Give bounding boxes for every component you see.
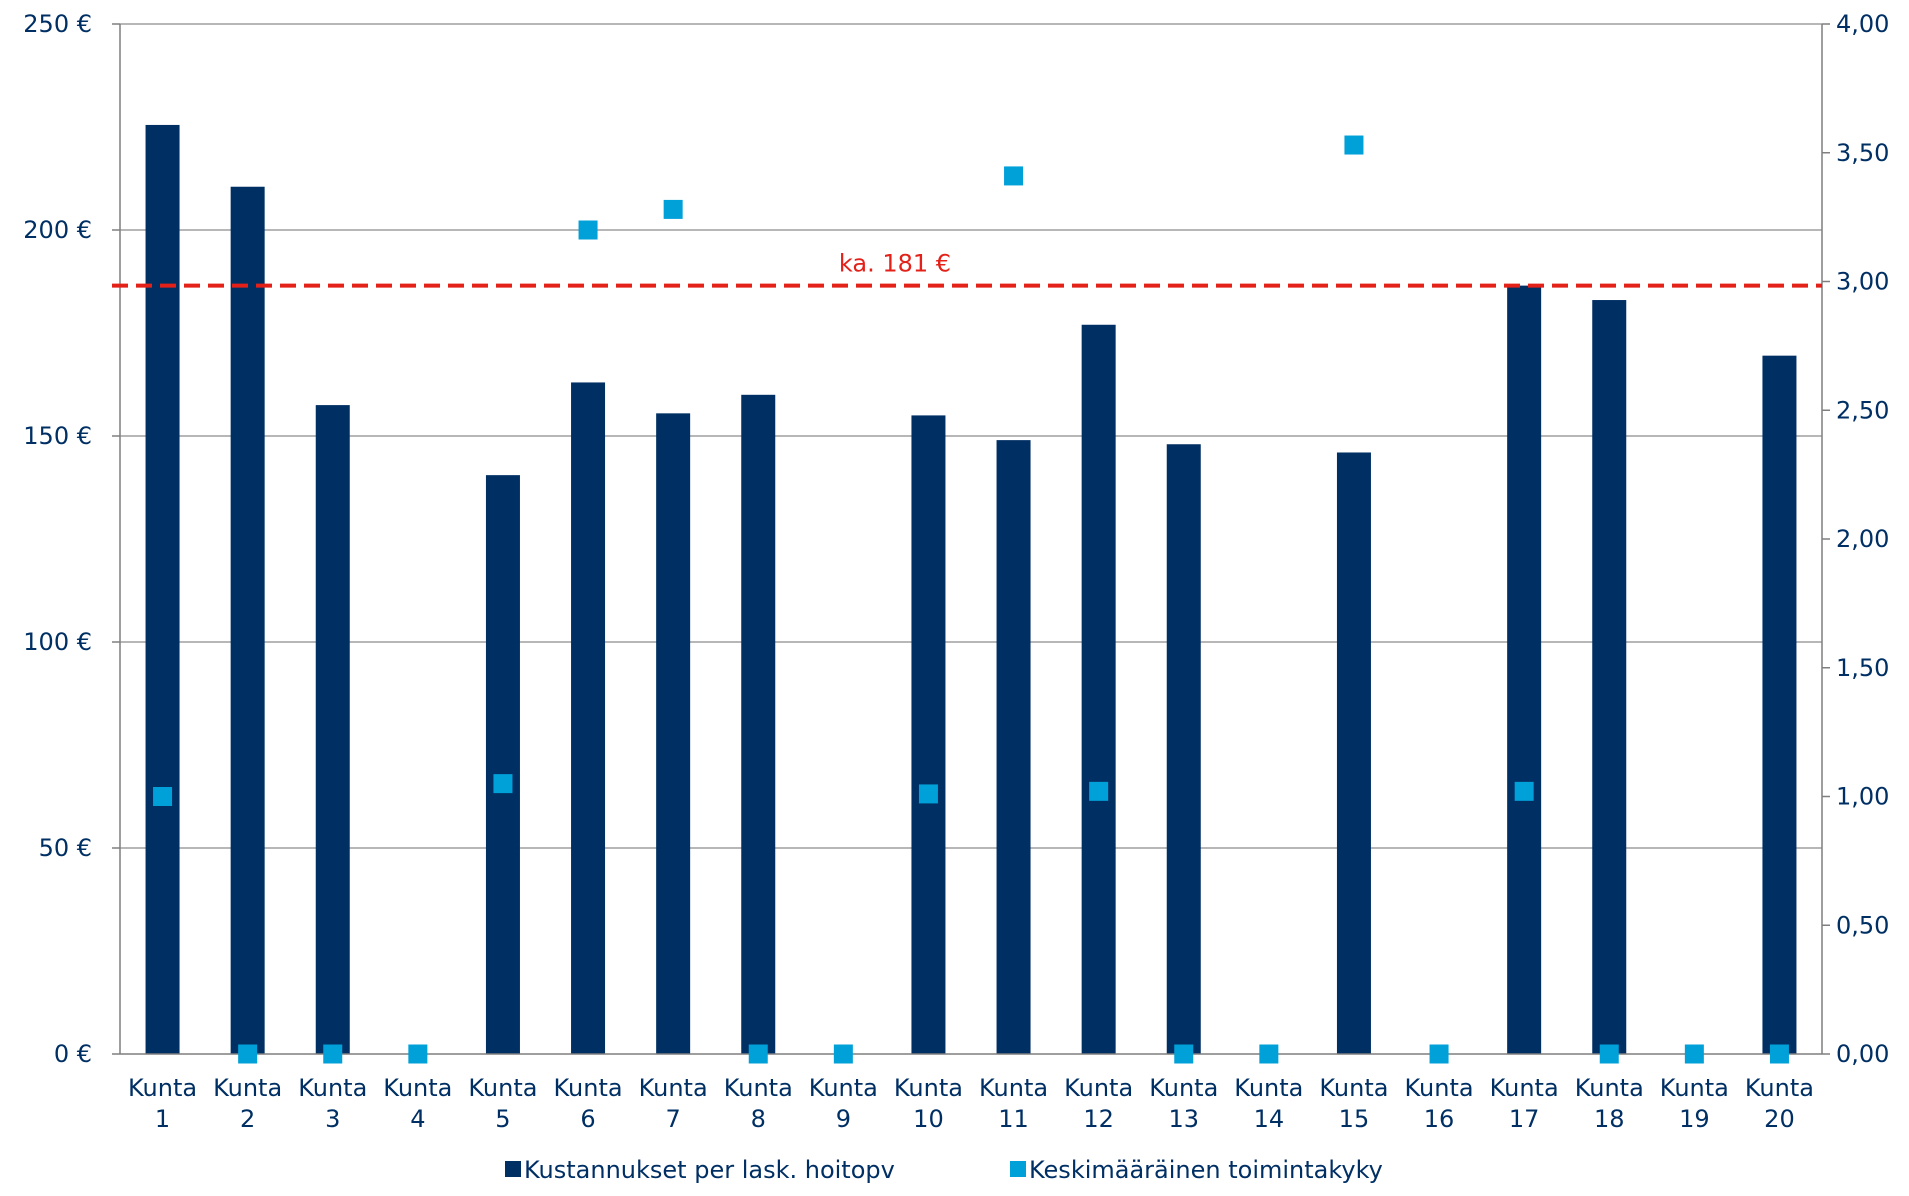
category-label: Kunta bbox=[639, 1074, 708, 1102]
category-label: Kunta bbox=[213, 1074, 282, 1102]
bar-8 bbox=[741, 394, 776, 1054]
legend-label-bar: Kustannukset per lask. hoitopv bbox=[524, 1156, 895, 1184]
marker-2 bbox=[238, 1044, 258, 1064]
left-tick-label: 50 € bbox=[39, 834, 92, 862]
right-tick-label: 1,00 bbox=[1836, 783, 1889, 811]
marker-19 bbox=[1684, 1044, 1704, 1064]
marker-18 bbox=[1599, 1044, 1619, 1064]
bar-12 bbox=[1081, 324, 1116, 1054]
category-label: 6 bbox=[580, 1105, 595, 1133]
marker-6 bbox=[578, 220, 598, 240]
marker-15 bbox=[1344, 135, 1364, 155]
category-label: Kunta bbox=[128, 1074, 197, 1102]
left-tick-label: 100 € bbox=[23, 628, 92, 656]
right-tick-label: 0,50 bbox=[1836, 911, 1889, 939]
category-label: 4 bbox=[410, 1105, 425, 1133]
marker-12 bbox=[1089, 781, 1109, 801]
right-tick-label: 3,50 bbox=[1836, 139, 1889, 167]
bar-1 bbox=[145, 124, 180, 1054]
category-label: 16 bbox=[1424, 1105, 1455, 1133]
marker-13 bbox=[1174, 1044, 1194, 1064]
left-tick-label: 0 € bbox=[54, 1040, 92, 1068]
category-label: 9 bbox=[836, 1105, 851, 1133]
marker-5 bbox=[493, 774, 513, 794]
bar-13 bbox=[1166, 444, 1201, 1054]
category-label: 13 bbox=[1168, 1105, 1199, 1133]
reference-line-label: ka. 181 € bbox=[839, 250, 951, 278]
bar-7 bbox=[656, 413, 691, 1055]
legend-label-marker: Keskimääräinen toimintakyky bbox=[1029, 1156, 1383, 1184]
category-label: Kunta bbox=[979, 1074, 1048, 1102]
left-tick-label: 150 € bbox=[23, 422, 92, 450]
bar-3 bbox=[315, 405, 350, 1055]
category-label: Kunta bbox=[468, 1074, 537, 1102]
category-label: 14 bbox=[1254, 1105, 1285, 1133]
category-label: 15 bbox=[1339, 1105, 1370, 1133]
bar-15 bbox=[1336, 452, 1371, 1055]
bar-11 bbox=[996, 440, 1031, 1054]
right-tick-label: 2,00 bbox=[1836, 525, 1889, 553]
category-label: Kunta bbox=[383, 1074, 452, 1102]
category-label: Kunta bbox=[1064, 1074, 1133, 1102]
marker-7 bbox=[663, 199, 683, 219]
bar-17 bbox=[1507, 285, 1542, 1054]
right-tick-label: 3,00 bbox=[1836, 268, 1889, 296]
marker-3 bbox=[323, 1044, 343, 1064]
bar-18 bbox=[1592, 300, 1627, 1054]
category-label: 18 bbox=[1594, 1105, 1625, 1133]
right-tick-label: 2,50 bbox=[1836, 396, 1889, 424]
marker-8 bbox=[748, 1044, 768, 1064]
marker-17 bbox=[1514, 781, 1534, 801]
marker-1 bbox=[153, 787, 173, 806]
category-label: 5 bbox=[495, 1105, 510, 1133]
marker-11 bbox=[1004, 166, 1024, 186]
marker-9 bbox=[833, 1044, 853, 1064]
marker-16 bbox=[1429, 1044, 1449, 1064]
category-label: Kunta bbox=[1490, 1074, 1559, 1102]
right-tick-label: 0,00 bbox=[1836, 1040, 1889, 1068]
bar-6 bbox=[571, 382, 606, 1054]
category-label: Kunta bbox=[554, 1074, 623, 1102]
right-tick-label: 4,00 bbox=[1836, 10, 1889, 38]
marker-4 bbox=[408, 1044, 428, 1064]
legend-swatch-bar bbox=[505, 1161, 521, 1177]
bar-20 bbox=[1762, 355, 1797, 1054]
category-label: 17 bbox=[1509, 1105, 1540, 1133]
marker-14 bbox=[1259, 1044, 1279, 1064]
category-label: Kunta bbox=[1405, 1074, 1474, 1102]
marker-10 bbox=[918, 784, 938, 804]
category-label: 20 bbox=[1764, 1105, 1795, 1133]
category-label: Kunta bbox=[298, 1074, 367, 1102]
category-label: 2 bbox=[240, 1105, 255, 1133]
bar-10 bbox=[911, 415, 946, 1054]
bar-5 bbox=[485, 475, 520, 1054]
left-tick-label: 200 € bbox=[23, 216, 92, 244]
category-label: Kunta bbox=[1319, 1074, 1388, 1102]
marker-20 bbox=[1769, 1044, 1789, 1064]
category-label: Kunta bbox=[1575, 1074, 1644, 1102]
category-label: 11 bbox=[998, 1105, 1029, 1133]
category-label: 1 bbox=[155, 1105, 170, 1133]
category-label: Kunta bbox=[1660, 1074, 1729, 1102]
bar-2 bbox=[230, 186, 265, 1055]
category-label: 12 bbox=[1083, 1105, 1114, 1133]
category-label: 7 bbox=[666, 1105, 681, 1133]
category-label: 8 bbox=[751, 1105, 766, 1133]
legend-swatch-marker bbox=[1010, 1161, 1026, 1177]
category-label: Kunta bbox=[1234, 1074, 1303, 1102]
category-label: 19 bbox=[1679, 1105, 1710, 1133]
right-tick-label: 1,50 bbox=[1836, 654, 1889, 682]
category-label: Kunta bbox=[1745, 1074, 1814, 1102]
left-tick-label: 250 € bbox=[23, 10, 92, 38]
category-label: Kunta bbox=[724, 1074, 793, 1102]
category-label: Kunta bbox=[1149, 1074, 1218, 1102]
category-label: 3 bbox=[325, 1105, 340, 1133]
category-label: Kunta bbox=[894, 1074, 963, 1102]
category-label: Kunta bbox=[809, 1074, 878, 1102]
category-label: 10 bbox=[913, 1105, 944, 1133]
